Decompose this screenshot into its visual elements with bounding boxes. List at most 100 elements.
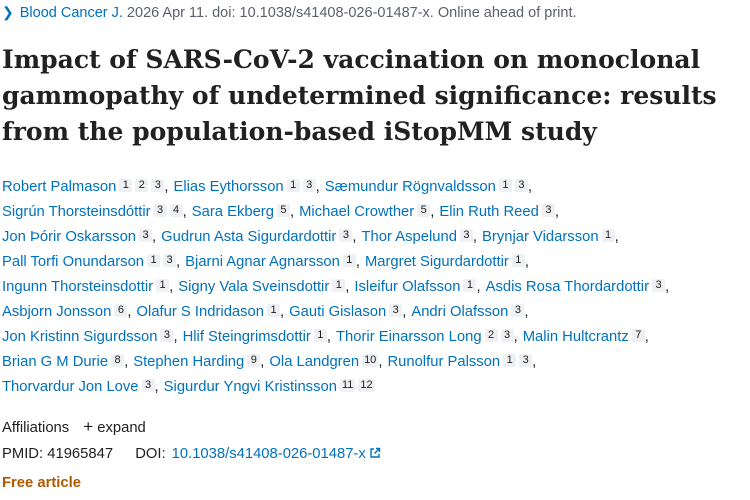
affiliation-number[interactable]: 1 [119,179,133,192]
author-name-link[interactable]: Robert Palmason [2,179,117,195]
affiliation-number[interactable]: 3 [389,304,403,317]
author-name-link[interactable]: Asdis Rosa Thordardottir [485,279,649,295]
author-separator: , [513,329,518,345]
author-name-link[interactable]: Runolfur Palsson [387,354,501,370]
affiliation-number[interactable]: 1 [286,179,300,192]
affiliation-number[interactable]: 3 [141,379,155,392]
pmid-label: PMID: [2,446,44,462]
author-name-link[interactable]: Thorir Einarsson Long [335,329,482,345]
affiliation-number[interactable]: 1 [147,254,161,267]
affiliation-number[interactable]: 3 [514,179,528,192]
affiliation-number[interactable]: 3 [163,254,177,267]
affiliation-number[interactable]: 5 [276,204,290,217]
author-separator: , [164,179,169,195]
author-separator: , [472,229,478,245]
affiliation-number[interactable]: 1 [463,279,477,292]
author-line: Sigrún Thorsteinsdóttir 3 4, Sara Ekberg 5, M… [2,200,747,225]
affiliation-number[interactable]: 3 [160,329,174,342]
affiliation-number[interactable]: 3 [151,179,165,192]
affiliation-number[interactable]: 1 [498,179,512,192]
affiliation-number[interactable]: 3 [459,229,473,242]
affiliation-number[interactable]: 3 [541,204,555,217]
author-name-link[interactable]: Thorvardur Jon Love [2,379,139,395]
journal-link[interactable]: Blood Cancer J. [19,5,123,21]
affiliation-number[interactable]: 3 [139,229,153,242]
affiliation-number[interactable]: 1 [332,279,346,292]
author-name-link[interactable]: Michael Crowther [299,204,415,220]
author-separator: , [476,279,481,295]
author-name-link[interactable]: Jon Kristinn Sigurdsson [2,329,158,345]
author-name-link[interactable]: Asbjorn Jonsson [2,304,112,320]
author-separator: , [182,204,187,220]
affiliation-number[interactable]: 9 [247,354,261,367]
affiliation-number[interactable]: 5 [417,204,431,217]
author-separator: , [532,354,537,370]
author-name-link[interactable]: Gauti Gislason [289,304,387,320]
affiliation-number[interactable]: 3 [302,179,316,192]
affiliation-number[interactable]: 3 [511,304,525,317]
expand-affiliations-button[interactable]: + expand [83,417,145,436]
author-name-link[interactable]: Ola Landgren [269,354,360,370]
affiliation-number[interactable]: 1 [601,229,615,242]
author-name-link[interactable]: Elin Ruth Reed [439,204,539,220]
author-name-link[interactable]: Sigrún Thorsteinsdóttir [2,204,151,220]
affiliation-number[interactable]: 3 [339,229,353,242]
affiliation-number[interactable]: 1 [313,329,327,342]
affiliations-row: Affiliations + expand [2,417,146,437]
affiliation-number[interactable]: 2 [135,179,149,192]
author-line: Pall Torfi Onundarson 1 3, Bjarni Agnar Agn… [2,250,747,275]
chevron-right-icon[interactable]: ❯ [2,4,14,20]
doi-link[interactable]: 10.1038/s41408-026-01487-x [172,446,381,462]
affiliation-number[interactable]: 8 [111,354,125,367]
author-name-link[interactable]: Gudrun Asta Sigurdardottir [161,229,337,245]
author-name-link[interactable]: Isleifur Olafsson [354,279,461,295]
author-name-link[interactable]: Ingunn Thorsteinsdottir [2,279,154,295]
author-name-link[interactable]: Hlif Steingrimsdottir [182,329,311,345]
affiliation-number[interactable]: 1 [267,304,281,317]
affiliation-number[interactable]: 1 [156,279,170,292]
author-name-link[interactable]: Elias Eythorsson [173,179,284,195]
author-separator: , [154,379,159,395]
affiliation-number[interactable]: 7 [631,329,645,342]
author-name-link[interactable]: Olafur S Indridason [136,304,265,320]
author-name-link[interactable]: Sara Ekberg [191,204,274,220]
author-name-link[interactable]: Signy Vala Sveinsdottir [178,279,330,295]
author-separator: , [280,304,285,320]
author-line: Brian G M Durie 8, Stephen Harding 9, Ola La… [2,350,747,375]
affiliation-number[interactable]: 6 [114,304,128,317]
author-name-link[interactable]: Bjarni Agnar Agnarsson [185,254,340,270]
affiliation-number[interactable]: 3 [652,279,665,292]
doi-label: DOI: [135,446,166,462]
affiliation-number[interactable]: 12 [358,379,375,392]
author-name-link[interactable]: Brian G M Durie [2,354,109,370]
affiliation-number[interactable]: 3 [153,204,167,217]
author-name-link[interactable]: Margret Sigurdardottir [364,254,509,270]
affiliation-number[interactable]: 1 [503,354,517,367]
affiliation-number[interactable]: 3 [500,329,514,342]
affiliation-number[interactable]: 10 [362,354,379,367]
affiliation-number[interactable]: 11 [339,379,356,392]
author-separator: , [124,354,129,370]
author-name-link[interactable]: Thor Aspelund [361,229,457,245]
affiliation-number[interactable]: 1 [342,254,356,267]
author-name-link[interactable]: Andri Olafsson [411,304,509,320]
affiliation-number[interactable]: 3 [519,354,533,367]
affiliation-number[interactable]: 1 [511,254,525,267]
author-name-link[interactable]: Jon Þórir Oskarsson [2,229,137,245]
author-name-link[interactable]: Stephen Harding [133,354,245,370]
identifiers-row: PMID: 41965847 DOI: 10.1038/s41408-026-01… [2,446,381,462]
affiliation-number[interactable]: 2 [484,329,498,342]
author-separator: , [644,329,649,345]
author-name-link[interactable]: Pall Torfi Onundarson [2,254,145,270]
affiliation-number[interactable]: 4 [169,204,183,217]
author-separator: , [665,279,670,295]
author-separator: , [127,304,132,320]
author-name-link[interactable]: Malin Hultcrantz [522,329,629,345]
citation-line: ❯ Blood Cancer J. 2026 Apr 11. doi: 10.10… [2,4,577,21]
author-name-link[interactable]: Sigurdur Yngvi Kristinsson [163,379,337,395]
author-separator: , [352,229,357,245]
author-name-link[interactable]: Brynjar Vidarsson [482,229,599,245]
author-separator: , [326,329,331,345]
author-name-link[interactable]: Sæmundur Rögnvaldsson [324,179,496,195]
